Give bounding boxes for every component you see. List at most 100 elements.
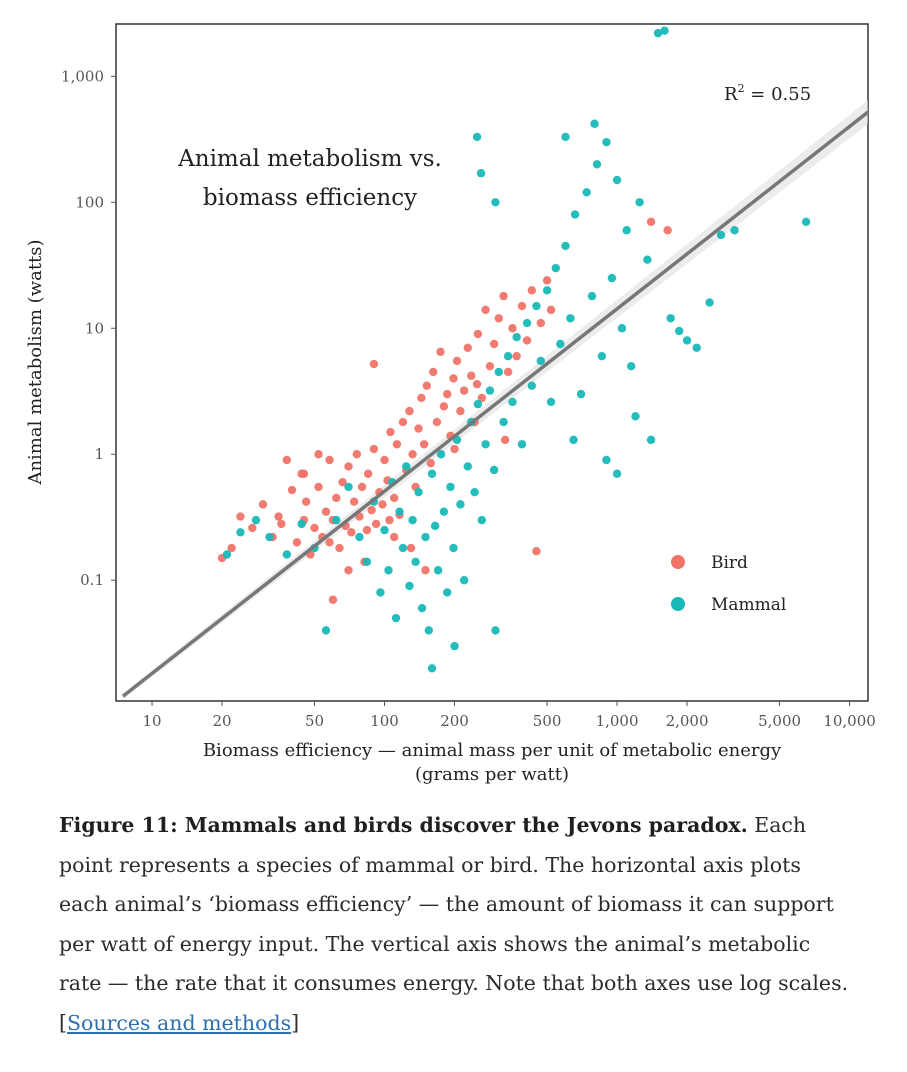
mammal-point	[674, 326, 684, 336]
mammal-point	[682, 336, 692, 345]
bird-point	[485, 361, 495, 371]
bird-point	[371, 519, 381, 529]
mammal-point	[430, 521, 440, 531]
bird-point	[321, 507, 331, 516]
mammal-point	[427, 664, 437, 673]
mammal-point	[587, 291, 597, 301]
mammal-point	[459, 576, 469, 585]
bird-point	[347, 528, 356, 537]
bird-point	[335, 543, 344, 553]
mammal-point	[398, 543, 408, 553]
bird-point	[325, 538, 334, 547]
legend-bird-marker	[671, 555, 685, 569]
bird-point	[421, 566, 430, 575]
plot-area-frame	[115, 23, 869, 702]
mammal-point	[692, 343, 701, 352]
bird-point	[429, 367, 438, 377]
y-tick-label: 100	[75, 193, 104, 211]
bird-point	[527, 286, 537, 295]
bird-point	[422, 381, 432, 390]
bird-point	[532, 546, 541, 556]
mammal-point	[622, 226, 631, 235]
chart-title-line-1: Animal metabolism vs.	[177, 146, 442, 172]
mammal-point	[582, 188, 591, 197]
x-tick-label: 200	[440, 712, 469, 730]
bird-point	[314, 450, 323, 459]
mammal-point	[321, 626, 331, 635]
bird-point	[314, 482, 323, 492]
mammal-point	[607, 273, 617, 283]
bird-point	[299, 469, 309, 478]
x-tick-label: 10,000	[823, 712, 876, 730]
bird-point	[489, 339, 499, 349]
y-tick-label: 1	[94, 445, 104, 463]
bird-point	[508, 324, 517, 333]
mammal-point	[236, 528, 245, 537]
mammal-point	[569, 435, 578, 445]
mammal-point	[666, 314, 675, 323]
y-tick-label: 1,000	[61, 67, 104, 85]
bird-point	[328, 595, 338, 604]
bird-point	[363, 469, 373, 478]
mammal-point	[730, 226, 739, 235]
bird-point	[503, 367, 513, 377]
r-squared-annotation: R2 = 0.55	[724, 82, 811, 105]
sources-and-methods-link[interactable]: Sources and methods	[67, 1010, 292, 1035]
x-tick-label: 2,000	[666, 712, 709, 730]
bird-point	[499, 291, 508, 301]
mammal-point	[344, 482, 353, 492]
mammal-point	[473, 399, 483, 409]
mammal-point	[251, 515, 261, 525]
bird-point	[472, 379, 482, 389]
mammal-point	[355, 532, 364, 542]
bird-point	[542, 276, 552, 285]
mammal-point	[463, 462, 472, 471]
mammal-point	[612, 469, 622, 478]
mammal-point	[411, 557, 420, 567]
mammal-point	[556, 339, 565, 349]
x-tick-label: 5,000	[758, 712, 801, 730]
bird-point	[494, 314, 503, 323]
bird-point	[282, 455, 292, 465]
bird-point	[443, 389, 452, 399]
mammal-point	[477, 515, 487, 525]
x-axis-units: (grams per watt)	[415, 764, 569, 785]
bird-point	[380, 455, 389, 465]
chart-title-line-2: biomass efficiency	[203, 185, 417, 211]
mammal-point	[380, 525, 389, 535]
mammal-point	[391, 613, 401, 623]
y-axis-title: Animal metabolism (watts)	[25, 239, 46, 485]
r-squared-value: = 0.55	[745, 84, 812, 105]
bird-point	[392, 440, 402, 449]
bird-point	[398, 417, 408, 427]
mammal-point	[597, 352, 607, 361]
bird-point	[463, 343, 472, 352]
mammal-point	[489, 465, 499, 475]
mammal-point	[503, 352, 513, 361]
mammal-point	[491, 198, 500, 207]
bird-point	[357, 482, 367, 492]
bird-point	[405, 406, 414, 416]
mammal-point	[472, 132, 482, 142]
mammal-point	[660, 26, 669, 35]
mammal-point	[265, 532, 274, 542]
bird-point	[344, 462, 353, 471]
bird-point	[406, 543, 416, 553]
bird-point	[432, 417, 442, 427]
mammal-point	[576, 389, 586, 399]
bird-point	[459, 386, 469, 395]
mammal-point	[617, 324, 627, 333]
x-axis-ticks: 10 20 50 100 200 500 1,000 2,000 5,000 10,000	[142, 701, 876, 730]
mammal-point	[376, 588, 385, 597]
bird-point	[417, 393, 426, 403]
mammal-point	[417, 603, 427, 613]
bird-point	[426, 458, 435, 468]
bird-point	[414, 424, 423, 433]
series-mammal	[222, 26, 811, 673]
bird-point	[338, 477, 347, 487]
legend: Bird Mammal	[671, 553, 786, 615]
bird-point	[500, 435, 510, 445]
mammal-point	[527, 381, 537, 390]
caption-title: Figure 11: Mammals and birds discover th…	[59, 813, 748, 837]
mammal-point	[536, 356, 546, 366]
